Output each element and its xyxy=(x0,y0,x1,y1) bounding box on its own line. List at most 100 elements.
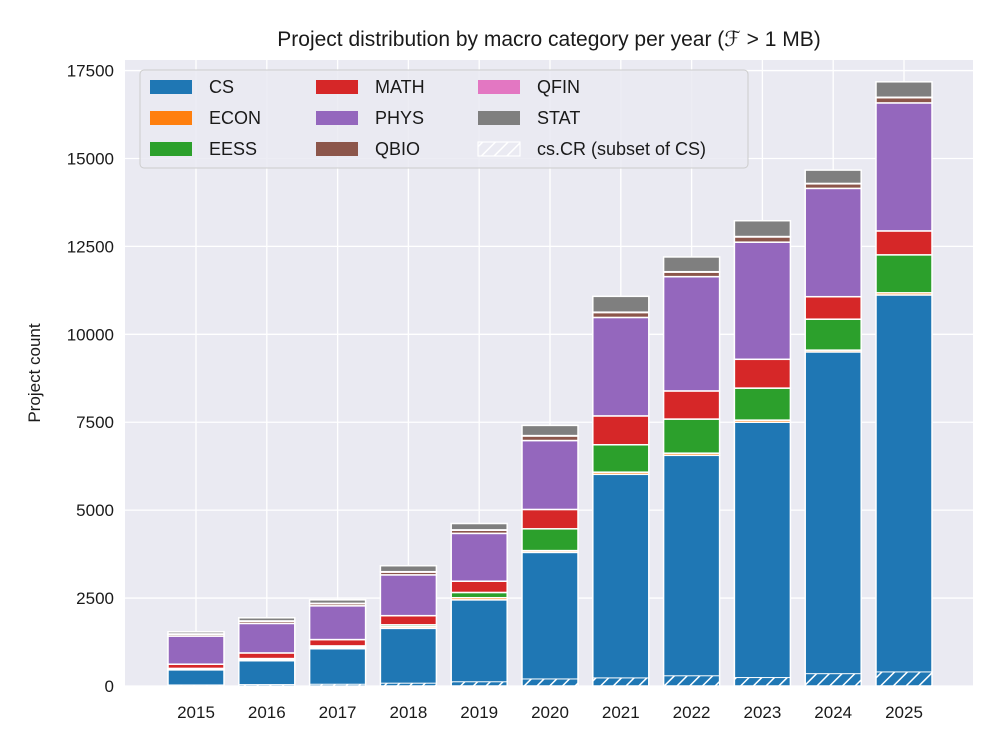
bar-phys-2015 xyxy=(167,635,225,665)
bar-eess-2023 xyxy=(733,387,792,421)
bar-cs-cr-2017 xyxy=(309,683,367,687)
bar-eess-2025 xyxy=(875,254,933,294)
x-tick-label: 2020 xyxy=(531,703,569,722)
bar-cs-2020 xyxy=(521,551,579,687)
bar-math-2022 xyxy=(662,390,721,420)
bar-cs-2015 xyxy=(167,669,225,687)
bar-cs-cr-2020 xyxy=(521,678,579,687)
bar-stat-2021 xyxy=(592,295,650,313)
bar-math-2023 xyxy=(733,358,792,389)
legend-swatch-econ xyxy=(150,111,192,125)
bar-cs-cr-2015 xyxy=(167,684,225,687)
bar-math-2024 xyxy=(804,295,862,320)
bar-qbio-2023 xyxy=(733,236,792,243)
bar-cs-cr-2018 xyxy=(379,682,437,687)
bar-math-2017 xyxy=(308,638,367,647)
bar-phys-2016 xyxy=(238,622,296,654)
bar-phys-2021 xyxy=(592,316,650,417)
y-tick-label: 7500 xyxy=(76,413,114,432)
bar-cs-2017 xyxy=(308,647,367,687)
bar-math-2021 xyxy=(592,415,650,446)
bar-stat-2017 xyxy=(308,599,367,605)
bar-eess-2022 xyxy=(662,418,721,454)
bar-phys-2019 xyxy=(450,532,508,582)
tick-labels: 0 2500 5000 7500 10000 12500 15000 17500 2015 201… xyxy=(67,62,923,722)
bar-stat-2018 xyxy=(379,564,438,573)
bar-stat-2015 xyxy=(167,631,225,635)
bar-stat-2023 xyxy=(733,219,792,238)
bar-cs-2022 xyxy=(662,454,721,687)
bar-math-2020 xyxy=(521,508,579,530)
legend-label: ECON xyxy=(209,108,261,128)
legend-swatch-math xyxy=(316,80,358,94)
bar-stat-2022 xyxy=(662,256,721,273)
y-tick-label: 15000 xyxy=(67,149,114,168)
y-tick-label: 0 xyxy=(105,677,114,696)
bar-qbio-2025 xyxy=(875,96,933,104)
x-tick-label: 2017 xyxy=(319,703,357,722)
x-tick-label: 2018 xyxy=(389,703,427,722)
bar-cs-2018 xyxy=(379,627,438,687)
legend-box xyxy=(139,69,749,169)
bar-stat-2025 xyxy=(875,81,933,99)
bar-phys-2022 xyxy=(662,275,721,392)
bar-eess-2024 xyxy=(804,318,862,351)
bar-cs-2024 xyxy=(804,351,862,687)
y-axis-label: Project count xyxy=(25,323,44,422)
bar-phys-2023 xyxy=(733,241,792,361)
y-tick-label: 10000 xyxy=(67,325,114,344)
legend-swatch-stat xyxy=(478,111,520,125)
bar-phys-2025 xyxy=(875,102,933,232)
bar-cs-cr-2025 xyxy=(875,671,933,687)
x-tick-label: 2022 xyxy=(673,703,711,722)
bar-stat-2016 xyxy=(238,617,296,622)
bar-cs-cr-2023 xyxy=(733,677,791,687)
legend-swatch-phys xyxy=(316,111,358,125)
legend-label: STAT xyxy=(537,108,580,128)
y-tick-label: 12500 xyxy=(67,237,114,256)
x-tick-label: 2015 xyxy=(177,703,215,722)
bar-cs-2023 xyxy=(733,421,792,687)
bar-math-2019 xyxy=(450,580,508,594)
bar-cs-2019 xyxy=(450,599,508,687)
x-tick-label: 2016 xyxy=(248,703,286,722)
x-tick-label: 2024 xyxy=(814,703,852,722)
bars xyxy=(167,81,933,687)
bar-phys-2017 xyxy=(308,605,367,641)
legend: CS ECON EESS MATH PHYS QBIO QFIN STAT cs.CR (sub… xyxy=(139,69,749,169)
legend-swatch-qfin xyxy=(478,80,520,94)
legend-label: EESS xyxy=(209,139,257,159)
bar-eess-2019 xyxy=(450,591,508,599)
bar-cs-2021 xyxy=(592,473,650,687)
legend-swatch-cs-cr xyxy=(477,141,521,157)
bar-cs-2016 xyxy=(238,659,296,687)
x-tick-label: 2019 xyxy=(460,703,498,722)
y-tick-label: 17500 xyxy=(67,62,114,81)
legend-swatch-qbio xyxy=(316,142,358,156)
bar-cs-cr-2016 xyxy=(238,684,296,687)
legend-label: cs.CR (subset of CS) xyxy=(537,139,706,159)
bar-eess-2021 xyxy=(592,443,650,473)
legend-swatch-eess xyxy=(150,142,192,156)
bar-phys-2024 xyxy=(804,187,862,298)
y-tick-label: 2500 xyxy=(76,589,114,608)
bar-stat-2019 xyxy=(450,522,508,531)
legend-label: QBIO xyxy=(375,139,420,159)
bar-phys-2018 xyxy=(379,574,438,617)
x-tick-label: 2023 xyxy=(743,703,781,722)
bar-math-2025 xyxy=(875,230,933,256)
x-tick-label: 2025 xyxy=(885,703,923,722)
legend-label: PHYS xyxy=(375,108,424,128)
x-tick-label: 2021 xyxy=(602,703,640,722)
bar-cs-cr-2024 xyxy=(804,673,862,687)
legend-label: CS xyxy=(209,77,234,97)
bar-stat-2020 xyxy=(521,424,579,437)
y-tick-label: 5000 xyxy=(76,501,114,520)
bar-stat-2024 xyxy=(804,169,862,185)
bar-cs-cr-2019 xyxy=(450,681,508,687)
legend-label: MATH xyxy=(375,77,425,97)
chart-title: Project distribution by macro category p… xyxy=(277,28,820,51)
bar-eess-2020 xyxy=(521,528,579,552)
bar-cs-2025 xyxy=(875,294,933,687)
